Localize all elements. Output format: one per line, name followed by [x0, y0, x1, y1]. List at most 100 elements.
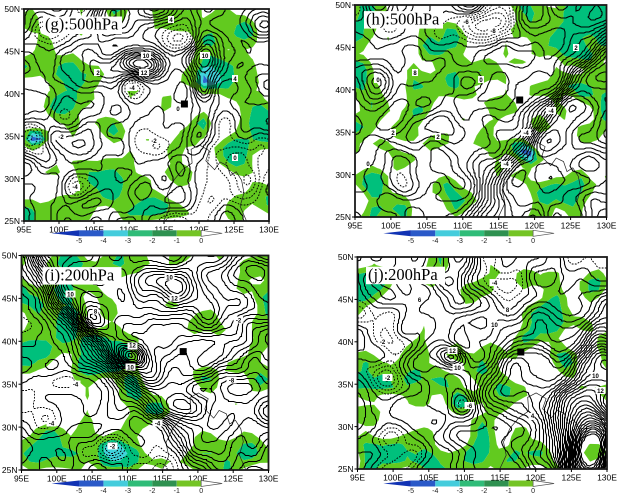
svg-text:105E: 105E — [417, 221, 437, 231]
svg-text:30N: 30N — [2, 422, 18, 432]
svg-text:-4: -4 — [432, 238, 438, 245]
svg-text:115E: 115E — [489, 221, 509, 231]
svg-text:-1: -1 — [506, 488, 512, 495]
svg-text:110E: 110E — [455, 473, 475, 483]
svg-text:-4: -4 — [492, 281, 498, 287]
svg-text:-4: -4 — [100, 488, 106, 495]
svg-text:130E: 130E — [259, 474, 279, 484]
svg-text:2: 2 — [574, 46, 578, 52]
svg-text:-1: -1 — [174, 238, 180, 245]
svg-text:-2: -2 — [380, 340, 386, 346]
svg-text:10: 10 — [67, 293, 74, 299]
svg-text:10: 10 — [592, 374, 599, 380]
svg-text:0: 0 — [376, 78, 380, 84]
svg-text:40N: 40N — [4, 89, 20, 99]
svg-text:0: 0 — [199, 238, 203, 245]
svg-text:8: 8 — [94, 310, 98, 316]
svg-text:0: 0 — [531, 488, 535, 495]
svg-text:0: 0 — [479, 78, 483, 84]
svg-text:35N: 35N — [338, 379, 354, 389]
svg-text:-2: -2 — [481, 488, 487, 495]
svg-text:40N: 40N — [338, 337, 354, 347]
svg-text:-2: -2 — [149, 488, 155, 495]
svg-text:50N: 50N — [2, 251, 18, 261]
svg-text:-1: -1 — [506, 238, 512, 245]
svg-text:-5: -5 — [408, 238, 414, 245]
svg-text:-5: -5 — [76, 238, 82, 245]
svg-text:35N: 35N — [2, 379, 18, 389]
svg-text:4: 4 — [233, 77, 237, 83]
svg-text:10: 10 — [491, 323, 498, 329]
svg-text:30N: 30N — [338, 422, 354, 432]
svg-text:35N: 35N — [335, 127, 351, 137]
svg-text:95E: 95E — [347, 221, 362, 231]
svg-text:105E: 105E — [84, 225, 104, 235]
svg-text:25N: 25N — [4, 216, 20, 226]
svg-text:4: 4 — [531, 414, 535, 420]
svg-text:-4: -4 — [49, 422, 55, 428]
svg-text:-4: -4 — [155, 422, 161, 428]
svg-text:115E: 115E — [153, 474, 173, 484]
svg-text:120E: 120E — [189, 225, 209, 235]
svg-text:130E: 130E — [597, 221, 617, 231]
svg-text:-4: -4 — [73, 383, 79, 389]
svg-text:10: 10 — [143, 54, 150, 60]
svg-text:45N: 45N — [335, 43, 351, 53]
svg-text:10: 10 — [166, 276, 173, 282]
svg-text:-2: -2 — [110, 445, 116, 451]
svg-text:125E: 125E — [224, 225, 244, 235]
svg-text:45N: 45N — [4, 47, 20, 57]
svg-text:-8: -8 — [229, 379, 235, 385]
svg-text:10: 10 — [202, 54, 209, 60]
svg-text:-6: -6 — [467, 404, 473, 410]
svg-text:6: 6 — [418, 298, 422, 304]
svg-text:12: 12 — [141, 71, 148, 77]
svg-text:100E: 100E — [383, 473, 403, 483]
svg-text:35N: 35N — [4, 131, 20, 141]
svg-text:95E: 95E — [350, 473, 365, 483]
svg-text:-2: -2 — [481, 238, 487, 245]
svg-text:110E: 110E — [118, 474, 138, 484]
svg-text:12: 12 — [597, 389, 604, 395]
svg-text:130E: 130E — [259, 225, 279, 235]
svg-text:-3: -3 — [125, 488, 131, 495]
svg-text:30N: 30N — [335, 170, 351, 180]
svg-text:-2: -2 — [385, 376, 391, 382]
svg-text:-4: -4 — [100, 238, 106, 245]
svg-text:125E: 125E — [223, 474, 243, 484]
svg-text:0: 0 — [176, 107, 180, 113]
svg-text:12: 12 — [129, 344, 136, 350]
svg-text:120E: 120E — [188, 474, 208, 484]
svg-text:-4: -4 — [432, 488, 438, 495]
svg-text:-4: -4 — [503, 162, 509, 168]
svg-text:125E: 125E — [561, 221, 581, 231]
svg-text:-3: -3 — [125, 238, 131, 245]
svg-text:0: 0 — [233, 156, 237, 162]
svg-text:105E: 105E — [419, 473, 439, 483]
svg-text:45N: 45N — [2, 294, 18, 304]
svg-text:45N: 45N — [338, 295, 354, 305]
svg-text:-2: -2 — [151, 139, 157, 145]
svg-text:-5: -5 — [76, 488, 82, 495]
svg-text:50N: 50N — [335, 0, 351, 10]
svg-text:25N: 25N — [335, 212, 351, 222]
svg-text:-5: -5 — [408, 488, 414, 495]
svg-text:-2: -2 — [149, 238, 155, 245]
svg-text:115E: 115E — [154, 225, 174, 235]
svg-text:-2: -2 — [58, 135, 64, 141]
svg-text:105E: 105E — [82, 474, 102, 484]
svg-text:50N: 50N — [4, 4, 20, 14]
svg-text:(j):200hPa: (j):200hPa — [368, 265, 438, 284]
svg-text:-4: -4 — [129, 86, 135, 92]
svg-text:-4: -4 — [523, 131, 529, 137]
svg-text:4: 4 — [169, 18, 173, 24]
svg-text:25N: 25N — [338, 464, 354, 474]
svg-text:120E: 120E — [526, 473, 546, 483]
svg-text:0: 0 — [199, 488, 203, 495]
svg-text:8: 8 — [506, 308, 510, 314]
svg-text:-3: -3 — [457, 488, 463, 495]
svg-text:125E: 125E — [561, 473, 581, 483]
svg-text:12: 12 — [449, 349, 456, 355]
svg-text:115E: 115E — [490, 473, 510, 483]
svg-text:95E: 95E — [14, 474, 29, 484]
